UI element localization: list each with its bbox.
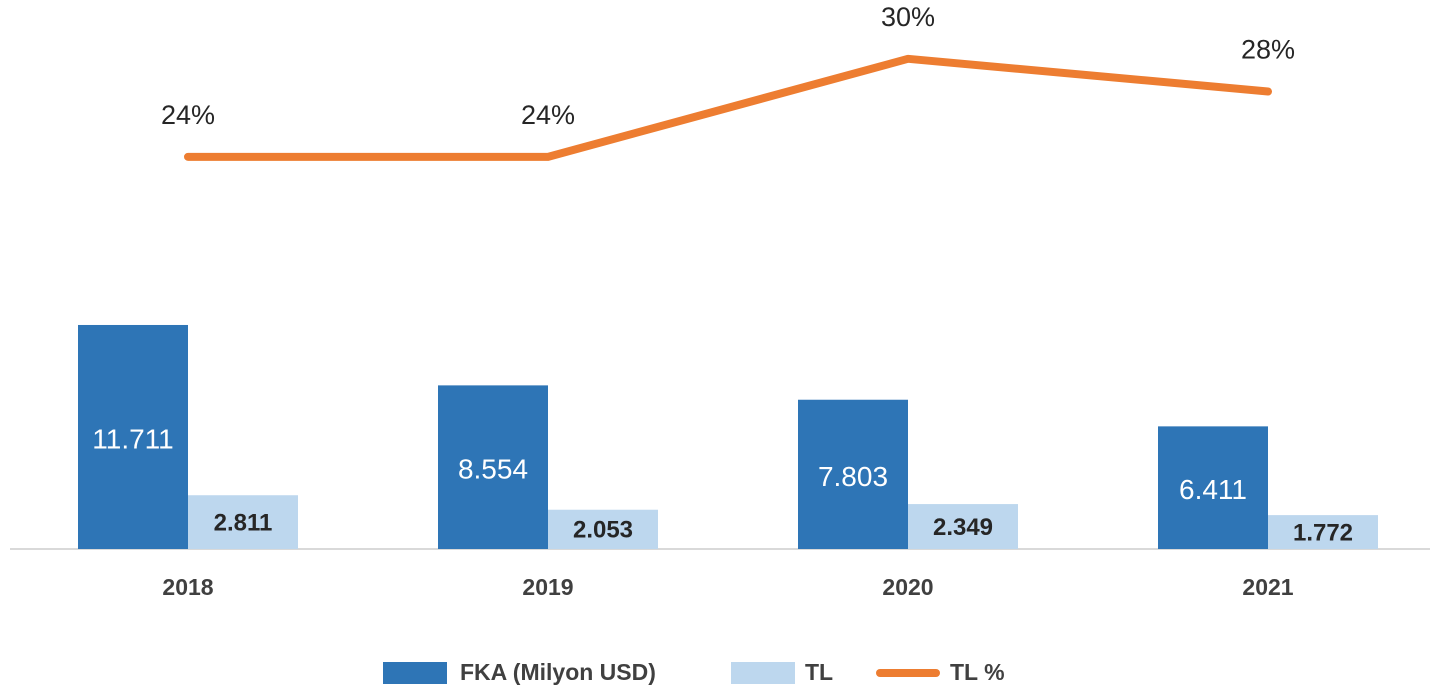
x-tick-label: 2018 bbox=[162, 574, 213, 600]
bar-label: 6.411 bbox=[1179, 474, 1247, 505]
x-tick-label: 2020 bbox=[882, 574, 933, 600]
line bbox=[184, 54, 1272, 161]
legend-label: FKA (Milyon USD) bbox=[460, 659, 656, 685]
bar-label: 7.803 bbox=[818, 461, 888, 492]
legend-label: TL bbox=[805, 659, 833, 685]
bar bbox=[548, 509, 658, 549]
bar bbox=[188, 495, 298, 549]
legend-swatch bbox=[383, 662, 447, 684]
bar bbox=[1158, 426, 1268, 549]
line-label: 24% bbox=[521, 100, 575, 130]
x-tick-label: 2019 bbox=[522, 574, 573, 600]
legend-swatch bbox=[731, 662, 795, 684]
legend-label: TL % bbox=[950, 659, 1005, 685]
bar-label: 2.349 bbox=[933, 514, 993, 541]
bar bbox=[798, 399, 908, 549]
line-label: 24% bbox=[161, 100, 215, 130]
bar bbox=[1268, 515, 1378, 549]
bar bbox=[78, 324, 188, 549]
bar-label: 2.053 bbox=[573, 517, 633, 544]
bar-label: 8.554 bbox=[458, 454, 528, 485]
bar bbox=[908, 504, 1018, 549]
line-label: 28% bbox=[1241, 35, 1295, 65]
bar-label: 11.711 bbox=[92, 423, 173, 454]
bar bbox=[438, 385, 548, 549]
x-tick-label: 2021 bbox=[1242, 574, 1293, 600]
bar-label: 1.772 bbox=[1293, 519, 1353, 546]
bar-label: 2.811 bbox=[214, 509, 273, 536]
line-label: 30% bbox=[881, 2, 935, 32]
